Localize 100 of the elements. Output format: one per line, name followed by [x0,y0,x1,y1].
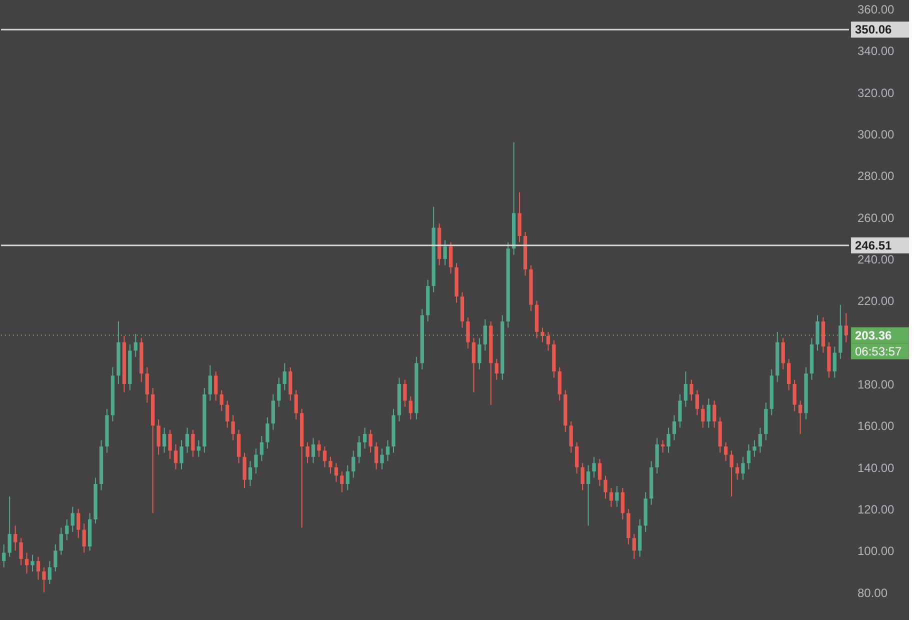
candlestick [322,446,327,468]
candlestick [282,362,286,391]
candlestick [260,436,264,462]
y-tick-label: 120.00 [858,502,895,516]
candlestick [317,440,321,458]
candlestick [168,429,172,460]
candlestick [741,456,745,480]
candlestick [592,456,596,478]
candlestick [266,416,270,450]
candlestick [604,475,608,500]
y-tick-label: 320.00 [858,86,895,100]
candlestick [752,440,756,458]
candlestick [586,464,590,526]
candlestick [82,523,86,554]
y-tick-label: 100.00 [858,544,895,558]
candlestick [816,314,820,352]
candlestick [145,366,149,404]
y-tick-label: 220.00 [858,294,895,308]
candlestick [478,338,482,370]
candlestick [792,379,796,412]
candlestick [13,525,18,552]
candlestick [483,318,487,352]
candlestick [832,346,837,378]
candlestick [690,379,694,402]
candlestick [466,316,470,350]
candlestick [346,464,350,491]
candlestick [540,327,544,343]
candlestick [311,438,316,464]
ref-line-label: 246.51 [855,238,892,252]
candlestick [615,486,619,508]
candlestick [288,366,292,402]
y-tick-label: 280.00 [858,169,895,184]
candlestick [271,394,275,430]
candlestick [380,448,384,470]
candlestick [42,566,46,593]
candlestick [65,518,69,541]
candlestick [724,442,728,462]
candlestick [672,414,676,441]
candlestick [844,312,848,343]
candlestick [70,506,74,532]
candlestick [248,460,252,487]
candlestick [19,538,23,566]
candlestick [220,390,224,412]
candlestick [598,458,602,487]
candlestick [558,366,562,402]
candlestick [24,552,29,574]
candlestick [363,427,367,450]
candlestick [730,450,734,497]
candlestick [8,496,12,558]
candlestick [357,436,361,464]
candlestick [546,331,550,352]
candlestick [254,448,258,474]
candlestick [472,338,476,393]
candlestick [352,450,356,478]
candlestick [798,400,802,434]
candlestick [48,560,52,584]
y-tick-label: 360.00 [858,2,895,16]
y-tick-label: 80.00 [858,586,888,600]
candlestick [76,508,80,539]
candlestick [660,440,665,454]
candlestick [678,394,682,428]
candlestick [620,488,625,520]
candlestick [36,556,40,580]
candlestick [518,192,522,243]
candlestick [174,444,178,470]
candlestick [196,440,201,458]
candlestick [180,440,184,470]
y-tick-label: 180.00 [858,377,895,392]
ref-line-label: 350.06 [855,22,892,37]
candlestick [609,488,614,508]
candlestick [386,440,390,462]
candlestick [408,396,413,420]
candlestick [277,377,281,408]
y-tick-label: 300.00 [858,127,895,142]
candlestick [294,390,298,420]
candlestick [134,333,138,358]
candlestick [54,544,58,572]
y-tick-label: 240.00 [858,252,895,266]
candlestick [30,554,34,572]
y-tick-label: 260.00 [858,210,895,225]
y-tick-label: 140.00 [858,460,895,475]
candlestick [236,429,241,464]
candlestick [655,438,659,474]
candlestick [758,427,762,454]
candlestick [374,442,378,470]
candlestick [156,418,160,456]
candlestick [225,400,230,428]
candlestick [403,379,407,408]
candlestick [781,338,785,370]
y-tick-label: 340.00 [858,44,895,58]
text: 06:53:57 [855,344,902,358]
candlestick [575,442,579,474]
candlestick [162,427,166,454]
candlestick [185,427,190,454]
y-tick-label: 160.00 [858,419,895,434]
candlestick [632,533,636,560]
candlestick [231,414,235,441]
candlestick [580,462,584,491]
candlestick [787,358,791,391]
candlestick [368,429,372,454]
